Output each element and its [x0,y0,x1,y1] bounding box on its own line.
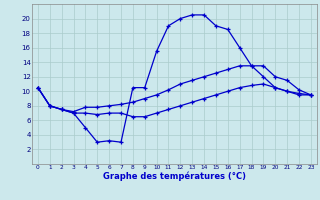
X-axis label: Graphe des températures (°C): Graphe des températures (°C) [103,172,246,181]
